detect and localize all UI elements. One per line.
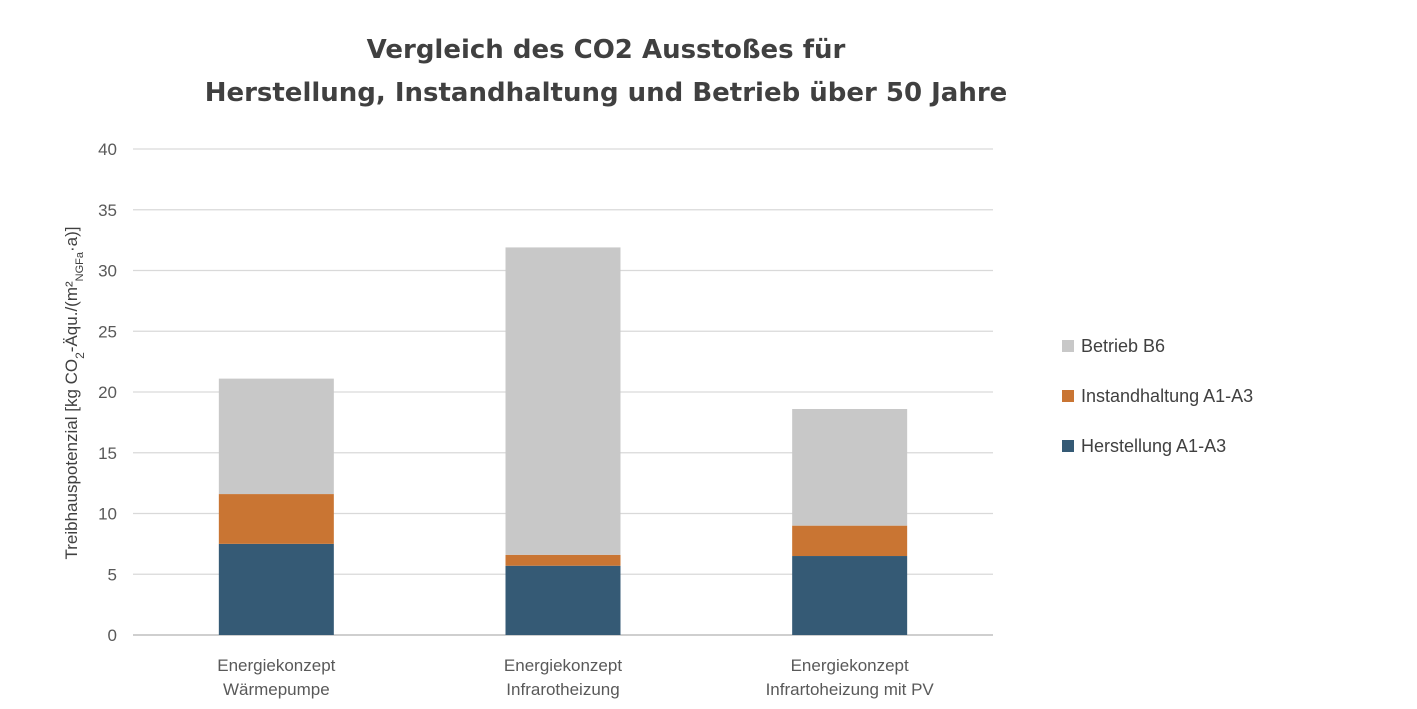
y-tick-label: 35	[98, 201, 117, 220]
x-category-label-line: Infrartoheizung mit PV	[766, 680, 935, 699]
x-category-label-line: Energiekonzept	[791, 656, 909, 675]
y-tick-label: 20	[98, 383, 117, 402]
legend: Betrieb B6 Instandhaltung A1-A3 Herstellun…	[1062, 336, 1253, 456]
y-tick-label: 30	[98, 262, 117, 281]
bar-segment	[505, 565, 621, 635]
bar-segment	[792, 409, 908, 526]
y-axis-label-prefix: Treibhauspotenzial [kg CO	[62, 359, 81, 560]
y-axis-ticks: 0 5 10 15 20 25 30 35 40	[98, 140, 117, 645]
bar-segment	[505, 247, 621, 555]
x-category-label-line: Infrarotheizung	[506, 680, 619, 699]
y-tick-label: 15	[98, 444, 117, 463]
legend-label: Herstellung A1-A3	[1081, 436, 1226, 456]
legend-swatch	[1062, 390, 1074, 402]
legend-swatch	[1062, 440, 1074, 452]
x-category-label: Energiekonzept Infrarotheizung	[504, 656, 622, 699]
y-tick-label: 40	[98, 140, 117, 159]
x-category-label-line: Energiekonzept	[217, 656, 335, 675]
legend-label: Betrieb B6	[1081, 336, 1165, 356]
bar-segment	[505, 554, 621, 566]
legend-swatch	[1062, 340, 1074, 352]
y-tick-label: 10	[98, 505, 117, 524]
bar-segment	[792, 556, 908, 635]
y-axis-label-sub1: 2	[73, 352, 87, 359]
bar-segment	[218, 378, 334, 495]
y-axis-label-suffix: ·a)]	[62, 226, 81, 252]
chart-title-line-1: Vergleich des CO2 Ausstoßes für	[367, 35, 846, 65]
chart-title-line-2: Herstellung, Instandhaltung und Betrieb …	[205, 78, 1008, 108]
x-category-label: Energiekonzept Wärmepumpe	[217, 656, 335, 699]
y-axis-label: Treibhauspotenzial [kg CO2-Äqu./(m²NGFa·…	[62, 226, 87, 559]
y-axis-label-sub2: NGFa	[74, 251, 86, 281]
y-axis-label-middle: -Äqu./(m²	[62, 281, 81, 352]
y-tick-label: 0	[108, 626, 117, 645]
x-category-label: Energiekonzept Infrartoheizung mit PV	[766, 656, 935, 699]
x-axis-categories: Energiekonzept Wärmepumpe Energiekonzept In…	[217, 656, 934, 699]
x-category-label-line: Wärmepumpe	[223, 680, 330, 699]
bars	[218, 247, 908, 635]
y-tick-label: 25	[98, 322, 117, 341]
x-category-label-line: Energiekonzept	[504, 656, 622, 675]
bar-segment	[218, 543, 334, 635]
y-tick-label: 5	[108, 565, 117, 584]
bar-segment	[218, 494, 334, 544]
legend-label: Instandhaltung A1-A3	[1081, 386, 1253, 406]
bar-segment	[792, 525, 908, 557]
